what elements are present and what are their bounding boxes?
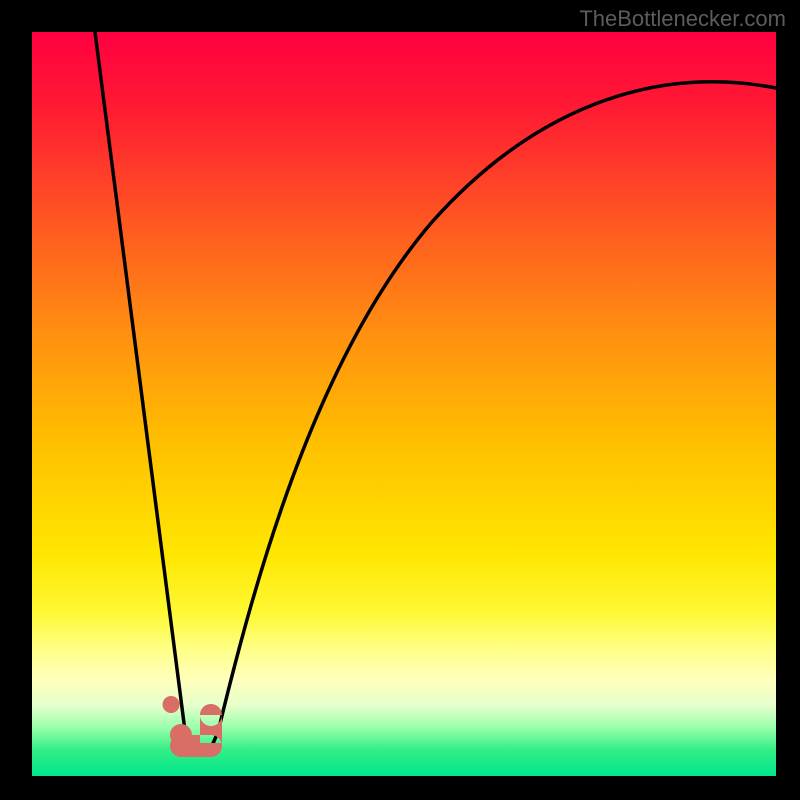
curve-left bbox=[95, 32, 194, 748]
watermark: TheBottlenecker.com bbox=[579, 6, 786, 32]
curves-canvas bbox=[32, 32, 776, 776]
elbow-marker bbox=[163, 696, 222, 757]
plot-area bbox=[32, 32, 776, 776]
curve-right bbox=[211, 82, 776, 748]
